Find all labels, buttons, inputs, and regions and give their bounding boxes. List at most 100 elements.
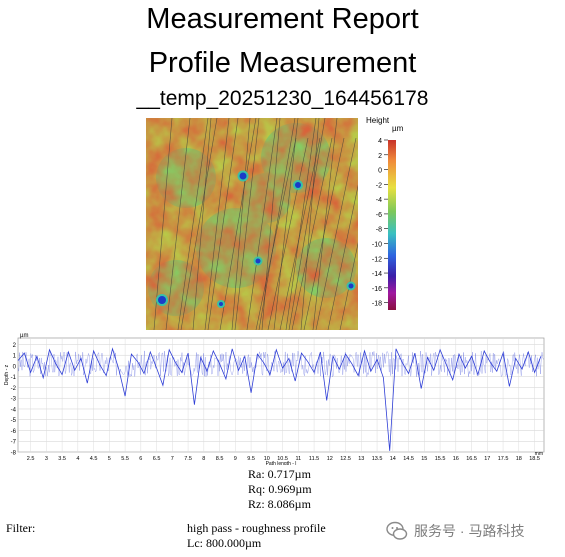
y-tick-label: -8: [11, 451, 17, 457]
x-axis-label: Path length - l: [266, 461, 297, 465]
scratch-line: [267, 137, 309, 330]
height-map-image: [146, 118, 358, 330]
watermark: 服务号 · 马路科技: [386, 520, 524, 542]
x-tick-label: 8.5: [216, 456, 224, 462]
scratch-line: [288, 118, 326, 330]
wechat-icon: [386, 521, 408, 540]
y-tick-label: -6: [11, 429, 17, 435]
x-tick-label: 9.5: [247, 456, 255, 462]
plot-frame: [17, 337, 545, 453]
x-tick-label: 9: [234, 456, 237, 462]
scratch-line: [285, 118, 317, 330]
x-tick-label: 17.5: [498, 456, 509, 462]
scratch-line: [231, 118, 251, 330]
scratch-line: [315, 137, 357, 330]
scratch-line: [234, 118, 260, 330]
x-tick-label: 18: [516, 456, 522, 462]
colorbar-scale: 4 2 0 -2 -4 -6 -8 -10 -12 -14 -16 -18: [372, 138, 396, 310]
report-subtitle: Profile Measurement: [148, 47, 417, 79]
filter-cutoff: Lc: 800.000µm: [187, 536, 262, 550]
watermark-text: 服务号 · 马路科技: [414, 523, 525, 539]
pit: [239, 172, 247, 180]
x-unit-label: mm: [535, 451, 543, 457]
scratch-line: [192, 118, 212, 330]
x-tick-label: 17: [484, 456, 490, 462]
x-tick-label: 10.5: [277, 456, 288, 462]
colorbar-tick-label: -18: [372, 301, 382, 308]
file-name: __temp_20251230_164456178: [136, 87, 429, 110]
y-tick-label: 1: [13, 354, 17, 360]
y-tick-label: -2: [11, 386, 17, 392]
x-tick-label: 5: [108, 456, 111, 462]
colorbar-tick-label: 2: [378, 153, 382, 160]
scratch-line: [153, 118, 173, 330]
pit: [219, 302, 223, 306]
filter-type: high pass - roughness profile: [187, 521, 326, 535]
x-tick-label: 16.5: [466, 456, 477, 462]
pit: [255, 258, 261, 264]
report-title: Measurement Report: [146, 3, 419, 35]
x-tick-label: 6.5: [153, 456, 161, 462]
x-tick-label: 10: [264, 456, 270, 462]
scratch-line: [219, 118, 257, 330]
x-tick-label: 3.5: [58, 456, 66, 462]
scratch-line: [177, 118, 209, 330]
scratch-line: [204, 118, 230, 330]
y-tick-label: -5: [11, 418, 17, 424]
y-axis-label: Depth - z: [4, 364, 10, 385]
y-unit-label: µm: [20, 333, 28, 339]
x-tick-label: 3: [45, 456, 48, 462]
colorbar-tick-label: -12: [372, 256, 382, 263]
y-tick-label: -7: [11, 440, 17, 446]
colorbar-unit: µm: [392, 124, 404, 133]
colorbar-gradient: [388, 140, 396, 310]
scratch-line: [165, 118, 191, 330]
x-tick-label: 13.5: [372, 456, 383, 462]
pit: [348, 283, 354, 289]
x-tick-label: 7: [171, 456, 174, 462]
pit: [158, 296, 166, 304]
scratch-line: [207, 118, 239, 330]
x-tick-label: 6: [139, 456, 142, 462]
scratch-line: [273, 118, 299, 330]
x-tick-label: 15.5: [435, 456, 446, 462]
x-tick-label: 16: [453, 456, 459, 462]
colorbar-tick-label: -2: [376, 182, 382, 189]
pit: [295, 182, 301, 188]
y-tick-label: -3: [11, 397, 17, 403]
x-tick-label: 12.5: [340, 456, 351, 462]
x-tick-label: 14: [390, 456, 396, 462]
scratch-line: [339, 242, 358, 330]
x-tick-label: 4.5: [90, 456, 98, 462]
x-tick-label: 4: [76, 456, 79, 462]
stat-rz: Rz: 8.086µm: [248, 497, 311, 511]
x-tick-label: 11.5: [309, 456, 319, 462]
scratch-line: [261, 118, 281, 330]
y-tick-label: 2: [13, 343, 17, 349]
colorbar-tick-label: -14: [372, 271, 382, 278]
scratch-line: [303, 137, 345, 330]
colorbar-tick-label: -4: [376, 197, 382, 204]
colorbar-tick-label: -8: [376, 227, 382, 234]
scratch-line: [279, 137, 321, 330]
x-tick-label: 15: [421, 456, 427, 462]
profile-series-line: [17, 347, 542, 451]
x-tick-label: 2.5: [27, 456, 35, 462]
colorbar-tick-label: 4: [378, 138, 382, 145]
x-tick-label: 7.5: [184, 456, 192, 462]
x-tick-label: 13: [358, 456, 364, 462]
colorbar-tick-label: -10: [372, 241, 382, 248]
scratch-line: [291, 137, 333, 330]
colorbar-tick-label: -16: [372, 286, 382, 293]
colorbar-tick-label: -6: [376, 212, 382, 219]
filter-label: Filter:: [6, 521, 36, 535]
x-tick-label: 5.5: [121, 456, 129, 462]
stat-ra: Ra: 0.717µm: [248, 467, 311, 481]
scratch-line: [327, 184, 358, 330]
stat-rq: Rq: 0.969µm: [248, 482, 312, 496]
scratch-line: [312, 118, 338, 330]
x-tick-label: 14.5: [403, 456, 414, 462]
scratch-line: [300, 118, 320, 330]
y-tick-label: -1: [11, 375, 17, 381]
y-tick-label: -4: [11, 407, 17, 413]
